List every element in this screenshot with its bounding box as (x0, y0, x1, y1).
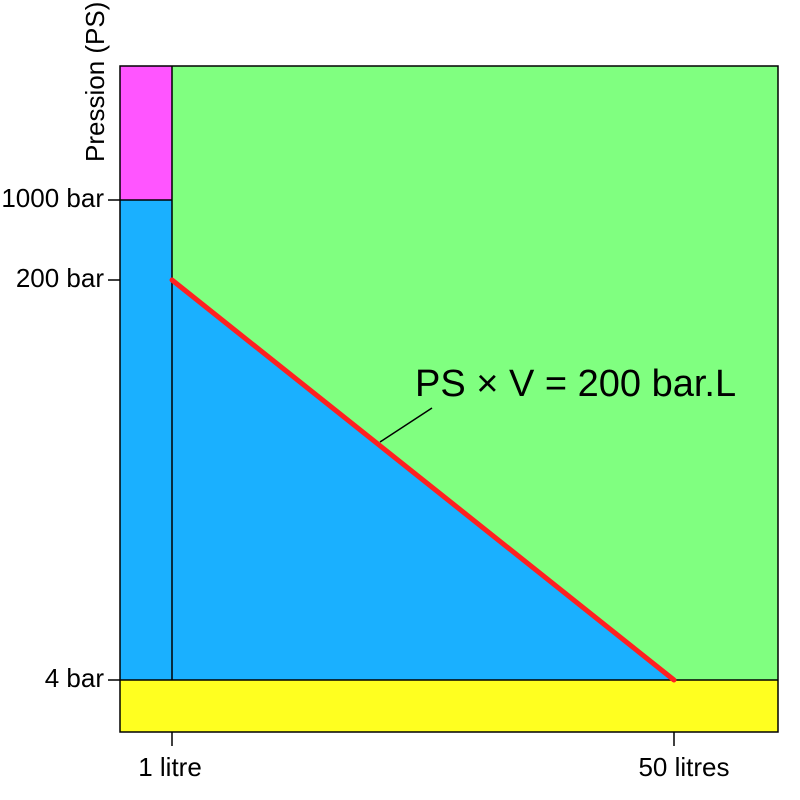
curve-label: PS × V = 200 bar.L (415, 363, 736, 405)
plot-frame (119, 65, 779, 733)
y-axis-label: Pression (PS) (80, 2, 110, 162)
curve-label-leader (379, 407, 433, 443)
x-tick-label-50: 50 litres (638, 752, 729, 782)
region-magenta (120, 66, 172, 200)
x-tick-label-1: 1 litre (138, 752, 202, 782)
y-tick-label-4: 4 bar (45, 663, 105, 693)
region-yellow (120, 680, 778, 732)
y-tick-label-200: 200 bar (16, 263, 105, 293)
curve-ps-v-200 (169, 277, 677, 683)
y-tick-label-1000: 1000 bar (1, 183, 104, 213)
region-blue-left (120, 200, 172, 680)
